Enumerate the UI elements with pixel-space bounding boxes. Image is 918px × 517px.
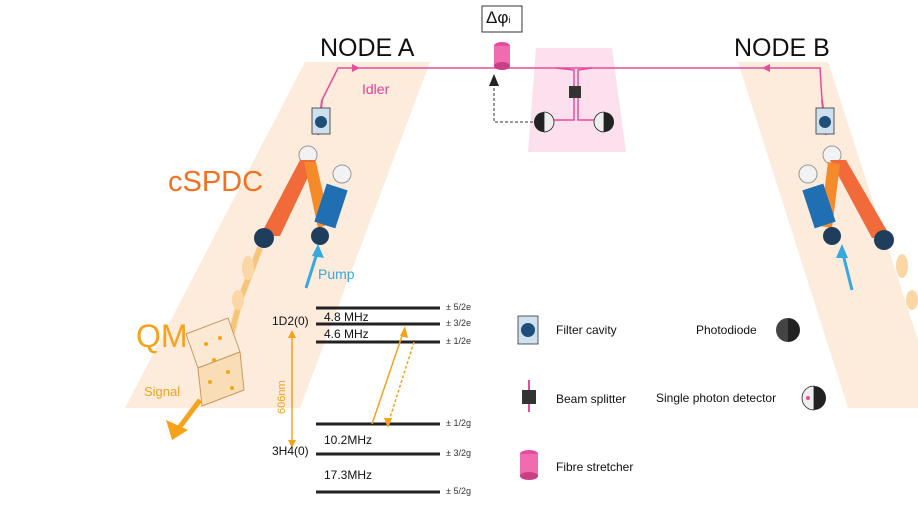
lower-state-label: 3H4(0) (272, 444, 309, 458)
bs-fibre-left (555, 67, 575, 90)
upper-state-label: 1D2(0) (272, 314, 309, 328)
lens-a1 (254, 228, 274, 248)
legend-fibre-stretcher-icon (520, 450, 538, 480)
idler-arrow-left (352, 64, 360, 72)
cspdc-beams-a (260, 160, 316, 236)
lower-splitting-2: 17.3MHz (324, 468, 373, 482)
legend-beam-splitter-label: Beam splitter (556, 392, 627, 406)
sublevel-label: ± 1/2g (446, 418, 471, 428)
qm-label: QM (136, 318, 188, 354)
lower-splitting-1: 10.2MHz (324, 433, 373, 447)
lens-b1 (874, 230, 894, 250)
legend-photodiode-label: Photodiode (696, 323, 757, 337)
legend-single-photon-detector-icon (801, 385, 826, 411)
crystal-a (314, 183, 348, 229)
beam-splitter-icon (569, 86, 581, 98)
feedback-arrow (489, 74, 499, 86)
legend-fibre-stretcher-label: Fibre stretcher (556, 460, 634, 474)
idler-label: Idler (362, 81, 390, 97)
bs-out-left (554, 98, 575, 121)
transition-solid (371, 329, 405, 425)
node-a-label: NODE A (320, 34, 415, 62)
lens-b2 (823, 227, 841, 245)
phase-label: Δφi (486, 8, 511, 27)
sublevel-label: ± 5/2g (446, 486, 471, 496)
single-photon-detector-icon (534, 112, 544, 132)
quantum-memory-crystal (185, 317, 245, 407)
signal-label: Signal (144, 384, 181, 399)
bs-out-right (577, 98, 600, 121)
detector-panel (528, 48, 626, 152)
single-photon-detector-icon (604, 112, 614, 132)
node-b-label: NODE B (734, 34, 830, 62)
cspdc-beams-b (830, 160, 890, 238)
sublevel-label: ± 1/2e (446, 336, 471, 346)
upper-splitting-2: 4.6 MHz (324, 327, 369, 341)
legend-filter-cavity-label: Filter cavity (556, 323, 617, 337)
sublevel-label: ± 3/2g (446, 448, 471, 458)
legend-photodiode-icon (776, 318, 800, 342)
lens-a2 (311, 227, 329, 245)
fibre-link (321, 67, 823, 101)
wavelength-label: 606nm (276, 380, 288, 414)
sublevel-label: ± 3/2e (446, 318, 471, 328)
phase-box (481, 5, 523, 33)
bs-fibre-right (577, 67, 593, 90)
sublevel-label: ± 5/2e (446, 302, 471, 312)
legend-single-photon-detector-label: Single photon detector (656, 391, 777, 405)
crystal-b (802, 183, 836, 229)
transition-dashed (387, 341, 415, 425)
idler-arrow-right (762, 64, 770, 72)
legend-beam-splitter-icon (522, 380, 536, 412)
legend-filter-cavity-icon (517, 315, 539, 345)
upper-splitting-1: 4.8 MHz (324, 310, 369, 324)
energy-levels (316, 306, 440, 494)
pump-label: Pump (318, 266, 355, 282)
fibre-stretcher-icon (494, 46, 510, 66)
signal-arrow (166, 420, 188, 440)
cspdc-label: cSPDC (168, 166, 264, 198)
